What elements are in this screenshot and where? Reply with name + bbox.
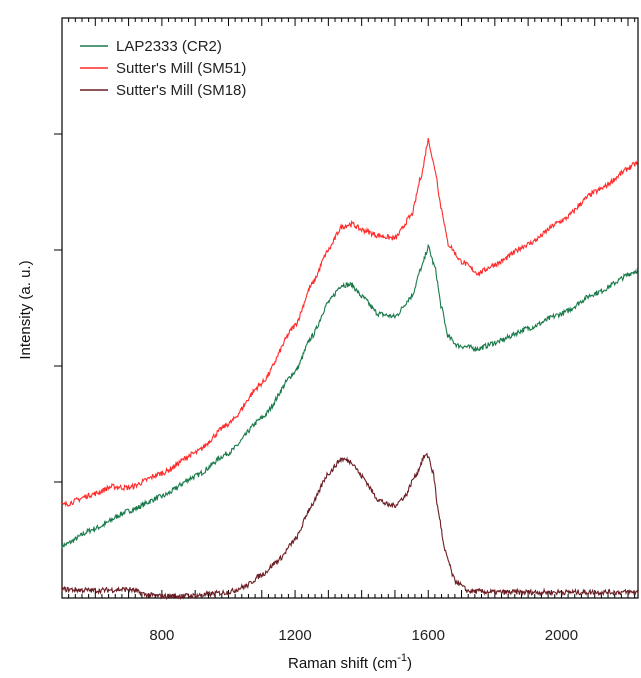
- legend-label: LAP2333 (CR2): [116, 38, 222, 55]
- legend-label: Sutter's Mill (SM51): [116, 60, 246, 77]
- legend-label: Sutter's Mill (SM18): [116, 82, 246, 99]
- series-layer: [61, 138, 639, 600]
- x-tick-label: 2000: [545, 627, 578, 644]
- legend: LAP2333 (CR2) Sutter's Mill (SM51) Sutter'…: [80, 38, 246, 99]
- x-axis-title-close: ): [407, 655, 412, 672]
- y-axis-title: Intensity (a. u.): [17, 260, 34, 359]
- series-line-1: [61, 138, 639, 508]
- plot-frame: [61, 17, 639, 599]
- series-line-2: [61, 452, 639, 600]
- x-tick-label: 1200: [278, 627, 311, 644]
- x-axis-title: Raman shift (cm-1): [288, 652, 412, 672]
- x-axis-title-superscript: -1: [397, 652, 407, 664]
- x-axis-title-main: Raman shift (cm: [288, 655, 397, 672]
- axis-ticks: [54, 18, 636, 598]
- x-tick-label: 1600: [412, 627, 445, 644]
- x-tick-label: 800: [149, 627, 174, 644]
- x-tick-labels: 800 1200 1600 2000: [149, 627, 578, 644]
- series-line-0: [61, 243, 639, 549]
